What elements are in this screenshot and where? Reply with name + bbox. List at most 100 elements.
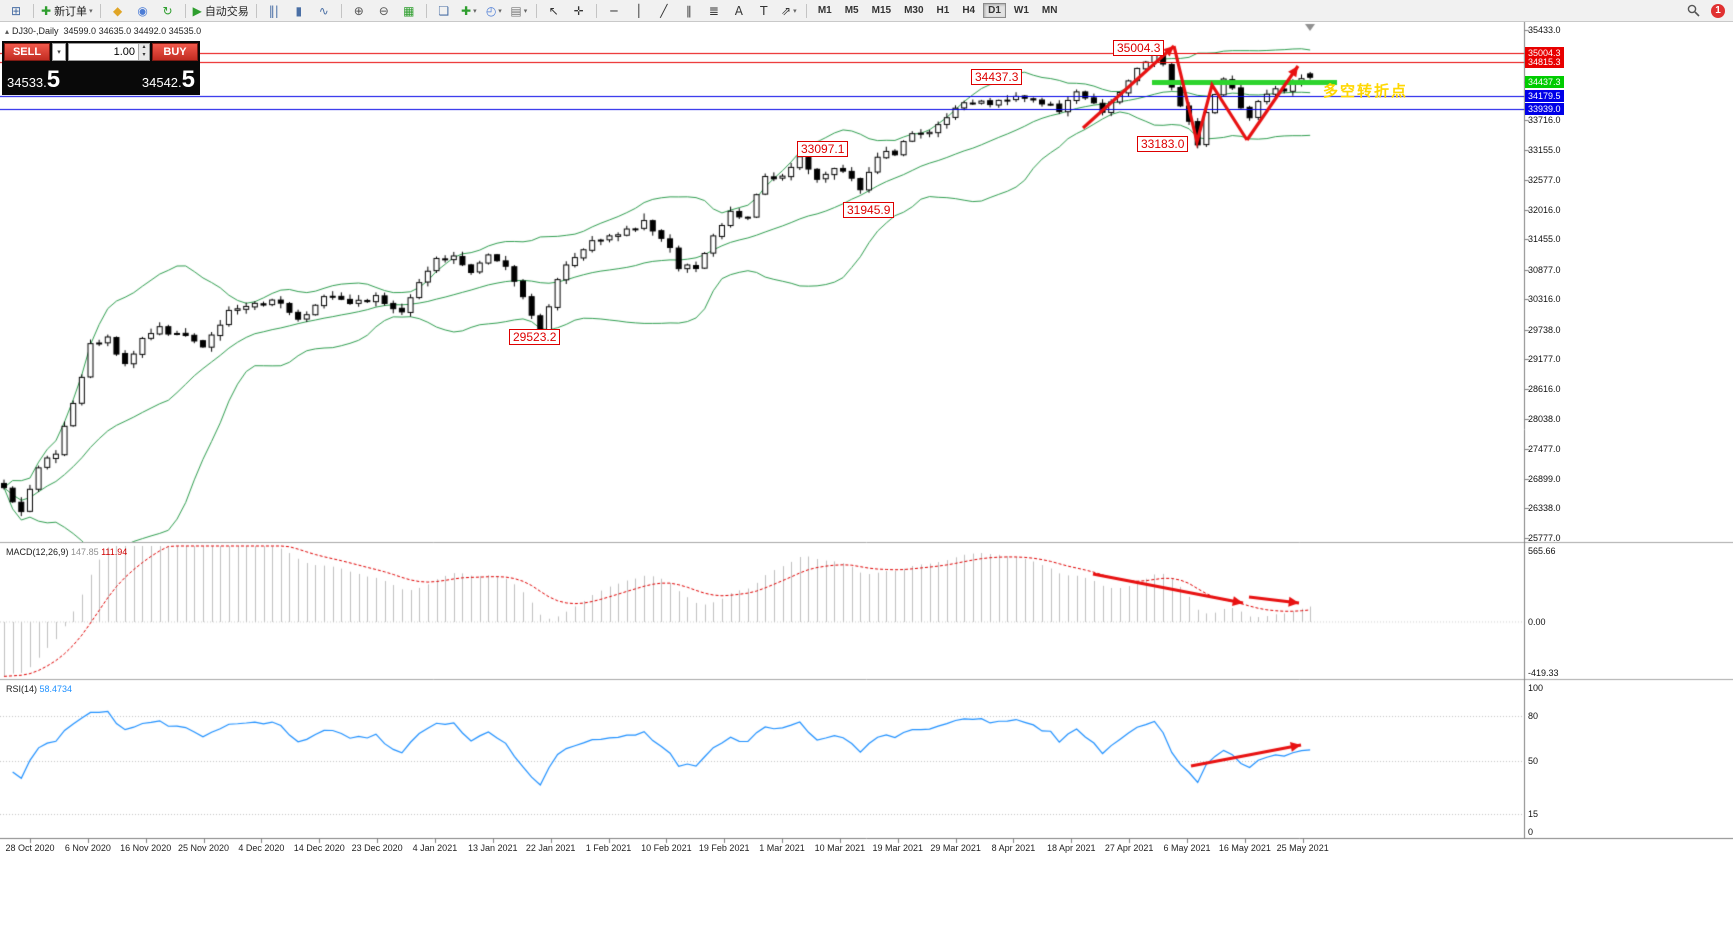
- chevron-down-icon: ▾: [473, 6, 477, 15]
- grid-button[interactable]: ▦: [397, 2, 421, 19]
- timeframe-button-m5[interactable]: M5: [844, 5, 859, 16]
- chart-window-icon: ⊞: [10, 3, 22, 18]
- fibonacci-button[interactable]: ≣: [702, 2, 726, 19]
- vertical-line-button[interactable]: │: [627, 2, 651, 19]
- new-order-icon: ✚: [41, 3, 52, 18]
- bar-chart-icon: ‖|: [268, 3, 279, 18]
- zoom-out-button[interactable]: ⊖: [372, 2, 396, 19]
- market-watch-button[interactable]: ◉: [131, 2, 155, 19]
- grid-icon: ▦: [403, 3, 415, 18]
- chevron-down-icon: ▾: [523, 6, 528, 15]
- trade-panel-controls: SELL ▾ 1.00 ▴ ▾ BUY: [4, 43, 198, 61]
- fibonacci-icon: ≣: [708, 3, 719, 18]
- timeframe-button-m30[interactable]: M30: [904, 5, 924, 16]
- tile-windows-button[interactable]: ❏: [432, 2, 456, 19]
- trendline-button[interactable]: ╱: [652, 2, 676, 19]
- metaeditor-button[interactable]: ◆: [106, 2, 130, 19]
- channel-button[interactable]: ∥: [677, 2, 701, 19]
- buy-button[interactable]: BUY: [152, 43, 198, 61]
- volume-up-icon[interactable]: ▴: [138, 44, 149, 52]
- one-click-toggle-icon[interactable]: ▴: [5, 27, 10, 36]
- toolbar-separator: [535, 3, 537, 18]
- bar-chart-button[interactable]: ‖|: [262, 2, 286, 19]
- search-button[interactable]: [1681, 2, 1705, 19]
- timeframe-button-w1[interactable]: W1: [1013, 5, 1029, 16]
- one-click-trade-panel: SELL ▾ 1.00 ▴ ▾ BUY 34533. 5 34542. 5: [2, 41, 200, 95]
- refresh-icon: ↻: [162, 3, 173, 18]
- label-icon: T: [760, 3, 768, 18]
- rsi-name: RSI(14): [6, 684, 38, 694]
- horizontal-line-button[interactable]: ─: [602, 2, 626, 19]
- buy-price: 34542. 5: [141, 66, 195, 93]
- timeframe-button-h4[interactable]: H4: [962, 5, 976, 16]
- data-refresh-button[interactable]: ↻: [156, 2, 180, 19]
- macd-main-value: 147.85: [71, 547, 99, 557]
- chevron-down-icon: ▾: [793, 6, 797, 15]
- timeframe-button-m1[interactable]: M1: [817, 5, 832, 16]
- toolbar-separator: [99, 3, 101, 18]
- timeframe-button-h1[interactable]: H1: [936, 5, 950, 16]
- rsi-label: RSI(14) 58.4734: [6, 684, 72, 694]
- new-chart-button[interactable]: ⊞: [4, 2, 28, 19]
- cursor-button[interactable]: ↖: [542, 2, 566, 19]
- candlestick-chart-icon: ▮: [295, 3, 303, 18]
- crosshair-button[interactable]: ✛: [567, 2, 591, 19]
- sell-price: 34533. 5: [7, 66, 61, 93]
- timeframe-button-mn[interactable]: MN: [1041, 5, 1058, 16]
- ohlc-values: 34599.0 34635.0 34492.0 34535.0: [63, 26, 202, 36]
- templates-button[interactable]: ▤ ▾: [507, 2, 531, 19]
- price-scale[interactable]: [1524, 21, 1733, 838]
- trendline-icon: ╱: [660, 3, 668, 18]
- indicators-plus-icon: ✚: [461, 3, 472, 18]
- zoom-in-icon: ⊕: [353, 3, 364, 18]
- turning-point-note: 多空转折点: [1323, 83, 1409, 100]
- autotrading-play-icon: ▶: [192, 3, 202, 18]
- chevron-down-icon: ▾: [89, 6, 93, 15]
- volume-value: 1.00: [113, 46, 135, 58]
- volume-down-icon[interactable]: ▾: [138, 52, 149, 60]
- macd-name: MACD(12,26,9): [6, 547, 69, 557]
- label-button[interactable]: T: [752, 2, 776, 19]
- sell-button[interactable]: SELL: [4, 43, 50, 61]
- toolbar-right: 1: [1681, 2, 1729, 19]
- line-chart-button[interactable]: ∿: [312, 2, 336, 19]
- horizontal-line-icon: ─: [610, 3, 618, 18]
- text-icon: A: [734, 3, 743, 18]
- arrow-object-icon: ⇗: [781, 3, 792, 18]
- arrow-objects-button[interactable]: ⇗ ▾: [777, 2, 801, 19]
- channel-icon: ∥: [685, 3, 692, 18]
- autotrading-button-label: 自动交易: [204, 5, 249, 18]
- toolbar-separator: [255, 3, 257, 18]
- toolbar-buttons: ⊞ ✚ 新订单 ▾ ◆ ◉ ↻ ▶ 自动交易 ‖| ▮ ∿ ⊕ ⊖ ▦ ❏ ✚ ▾ ◴ ▾ ▤ ▾ ↖ ✛ ─ │ ╱ ∥ ≣ A T ⇗ ▾ M…: [4, 2, 1063, 19]
- line-chart-icon: ∿: [318, 3, 329, 18]
- indicators-button[interactable]: ✚ ▾: [457, 2, 481, 19]
- search-icon: [1687, 4, 1700, 17]
- cursor-icon: ↖: [548, 3, 559, 18]
- toolbar-separator: [805, 3, 807, 18]
- volume-spinner[interactable]: ▴ ▾: [138, 44, 149, 60]
- text-button[interactable]: A: [727, 2, 751, 19]
- tile-windows-icon: ❏: [438, 3, 450, 18]
- symbol-name: DJ30-,Daily: [12, 26, 59, 36]
- toolbar-separator: [425, 3, 427, 18]
- profiles-button[interactable]: ◴ ▾: [482, 2, 506, 19]
- templates-icon: ▤: [510, 3, 522, 18]
- notification-badge[interactable]: 1: [1711, 3, 1725, 18]
- vertical-line-icon: │: [635, 3, 643, 18]
- timeframe-button-m15[interactable]: M15: [871, 5, 892, 16]
- diamond-icon: ◆: [112, 3, 123, 18]
- candlestick-chart-button[interactable]: ▮: [287, 2, 311, 19]
- chevron-down-icon: ▾: [498, 6, 502, 15]
- timeframe-button-d1[interactable]: D1: [983, 3, 1006, 18]
- macd-signal-value: 111.94: [101, 547, 128, 557]
- order-type-dropdown[interactable]: ▾: [52, 43, 66, 61]
- chart-title: ▴ DJ30-,Daily 34599.0 34635.0 34492.0 3453…: [5, 26, 201, 36]
- circles-icon: ◉: [137, 3, 148, 18]
- volume-input[interactable]: 1.00 ▴ ▾: [68, 43, 150, 61]
- time-scale[interactable]: [0, 839, 1524, 859]
- autotrading-button[interactable]: ▶ 自动交易: [191, 2, 251, 19]
- new-order-button-label: 新订单: [54, 5, 88, 18]
- zoom-in-button[interactable]: ⊕: [347, 2, 371, 19]
- new-order-button[interactable]: ✚ 新订单 ▾: [39, 2, 95, 19]
